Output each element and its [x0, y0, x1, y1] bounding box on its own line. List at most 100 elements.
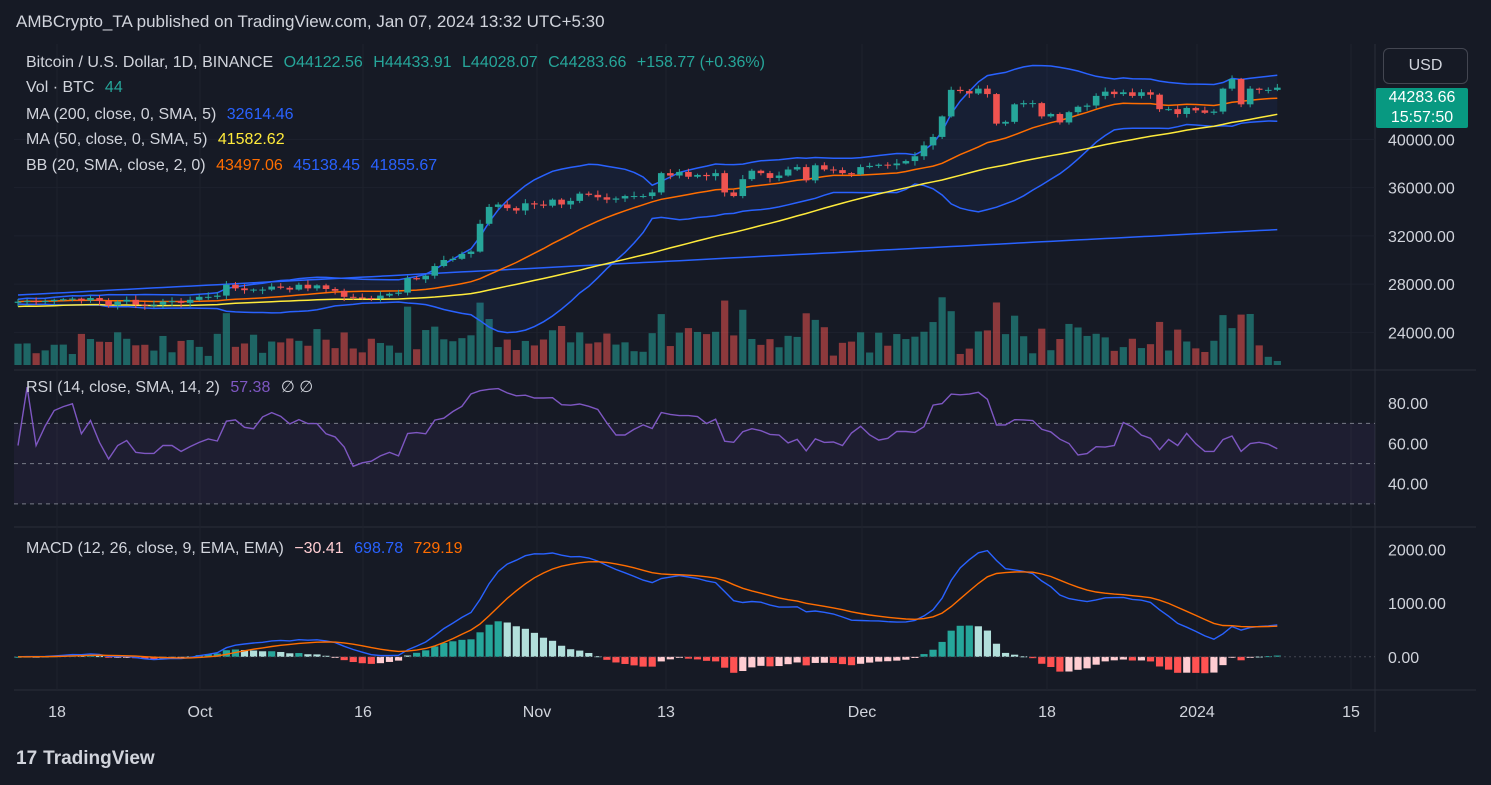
candle-body: [1101, 91, 1109, 96]
volume-bar: [558, 325, 566, 365]
candle-body: [1228, 78, 1236, 89]
macd-hist-bar: [358, 656, 366, 664]
bb-band-fill: [18, 65, 1278, 333]
volume-bar: [1038, 328, 1046, 365]
volume-bar: [367, 338, 375, 365]
volume-bar: [929, 322, 937, 365]
volume-bar: [431, 326, 439, 365]
macd-hist-bar: [413, 652, 421, 657]
candle-body: [576, 193, 584, 201]
ma50-line: [17, 113, 1278, 308]
macd-hist-bar: [748, 656, 756, 668]
candle-body: [50, 299, 58, 302]
candle-body: [413, 278, 420, 280]
macd-hist-bar: [866, 656, 874, 663]
candle-body: [648, 192, 656, 197]
candle-body: [304, 284, 312, 289]
bb-low-value: 41855.67: [370, 157, 438, 174]
macd-hist-bar: [1011, 654, 1019, 657]
macd-hist-bar: [1038, 656, 1046, 664]
time-tick-label: 18: [1038, 704, 1056, 721]
volume-bar: [576, 332, 584, 365]
macd-hist-bar: [1020, 656, 1028, 658]
volume-bar: [956, 353, 964, 365]
candle-body: [1011, 104, 1018, 122]
macd-hist-bar: [1137, 656, 1146, 661]
candle-body: [857, 167, 864, 175]
macd-hist-bar: [847, 656, 856, 666]
macd-hist-bar: [712, 656, 720, 662]
volume-bar: [295, 340, 303, 365]
volume-bar: [132, 345, 140, 365]
open-value: O44122.56: [283, 54, 363, 71]
macd-hist-bar: [938, 641, 946, 657]
macd-histogram: [14, 621, 1281, 674]
volume-bar: [521, 340, 529, 365]
volume-bar: [222, 313, 230, 365]
volume-bar: [313, 329, 321, 365]
macd-hist-bar: [440, 642, 448, 657]
candle-body: [60, 299, 67, 301]
macd-label: MACD (12, 26, close, 9, EMA, EMA): [26, 540, 284, 557]
candle-body: [78, 298, 85, 301]
candle-body: [141, 304, 149, 306]
macd-hist-bar: [1210, 656, 1218, 673]
candle-body: [839, 170, 846, 174]
macd-hist-bar: [820, 656, 828, 663]
rsi-tick-label: 40.00: [1388, 477, 1428, 494]
macd-hist-bar: [286, 653, 294, 657]
candle-body: [866, 165, 873, 168]
macd-hist-bar: [322, 655, 330, 657]
volume-bar: [684, 328, 693, 365]
volume-bar: [1056, 339, 1064, 365]
volume-bar: [14, 343, 22, 365]
candle-body: [431, 266, 439, 276]
rsi-curve: [17, 386, 1278, 468]
macd-hist-bar: [114, 656, 122, 658]
macd-hist-bar: [766, 656, 774, 667]
candle-body: [123, 299, 131, 302]
chart-area[interactable]: [14, 44, 1476, 732]
candle-body: [485, 206, 493, 224]
volume-bar: [829, 355, 837, 365]
macd-hist-bar: [775, 656, 783, 667]
macd-hist-bar: [630, 656, 638, 666]
candle-body: [177, 301, 185, 303]
macd-hist-bar: [249, 650, 258, 657]
candle-body: [1165, 109, 1172, 111]
volume-bar: [50, 344, 58, 365]
macd-hist-bar: [1128, 656, 1136, 661]
volume-bar: [974, 331, 982, 365]
candle-body: [676, 171, 683, 176]
macd-hist-bar: [576, 650, 584, 657]
volume-bar: [105, 341, 113, 365]
macd-hist-bar: [784, 656, 792, 665]
currency-button[interactable]: USD: [1383, 48, 1468, 84]
volume-bar: [1029, 353, 1037, 365]
candle-body: [703, 174, 710, 177]
candle-body: [395, 292, 402, 294]
candles: [14, 75, 1281, 310]
volume-bar: [657, 314, 665, 365]
tradingview-footer[interactable]: 17 TradingView: [16, 748, 155, 770]
volume-bar: [322, 339, 330, 365]
candle-body: [295, 284, 303, 290]
macd-hist-bar: [594, 656, 602, 658]
volume-bar: [123, 338, 131, 365]
candle-body: [114, 301, 121, 306]
volume-bar: [177, 340, 185, 365]
volume-bar: [712, 331, 720, 365]
candle-body: [594, 194, 602, 198]
macd-hist-bar: [730, 656, 738, 673]
candle-body: [811, 165, 819, 181]
volume-bar: [476, 302, 484, 365]
symbol-label: Bitcoin / U.S. Dollar, 1D, BINANCE: [26, 54, 274, 71]
volume-bar: [114, 332, 122, 365]
volume-bar: [548, 330, 557, 365]
ma200-legend: MA (200, close, 0, SMA, 5) 32614.46: [26, 106, 299, 124]
time-tick-label: 15: [1342, 704, 1360, 721]
volume-bar: [1065, 323, 1073, 365]
volume-bar: [403, 306, 412, 365]
volume-bar: [1165, 350, 1173, 365]
